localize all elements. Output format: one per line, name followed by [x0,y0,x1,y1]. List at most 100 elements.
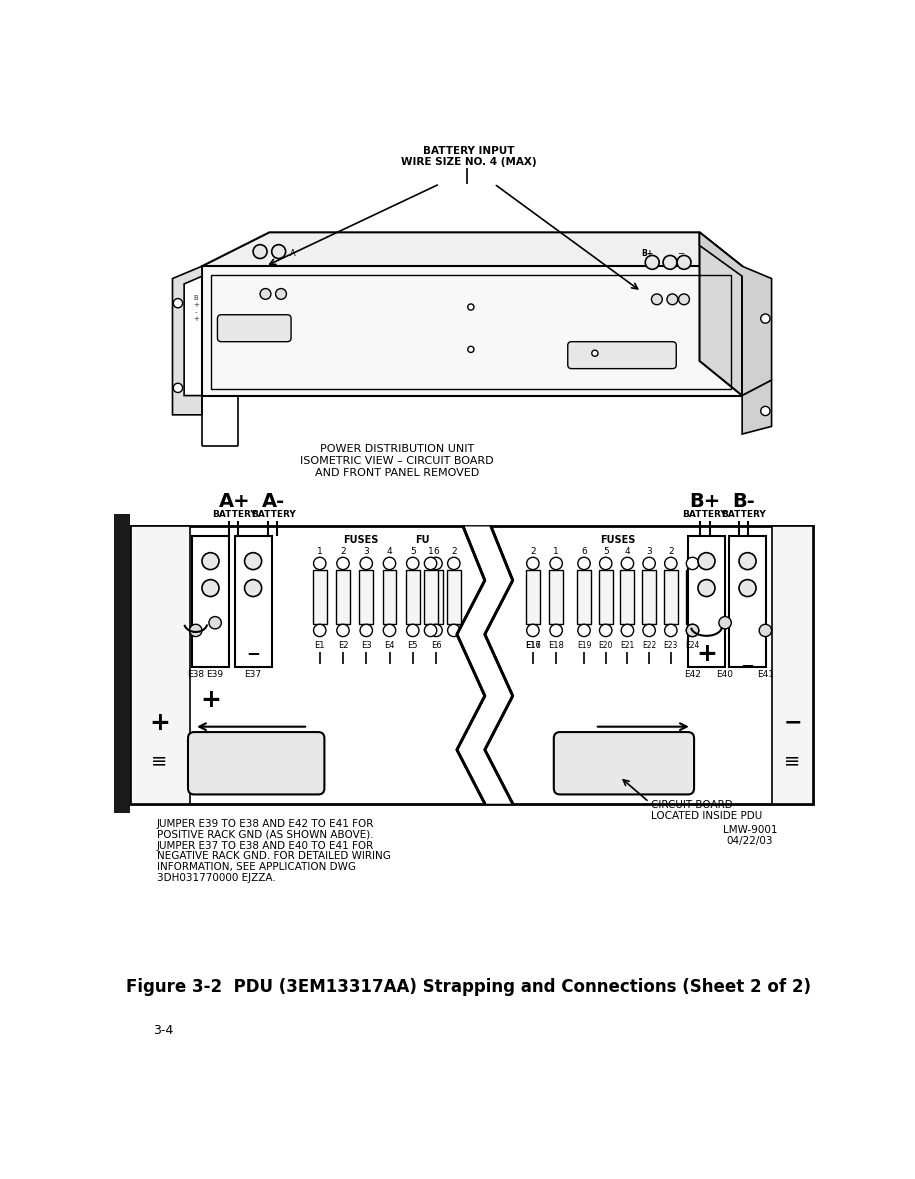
Bar [526,571,540,624]
Circle shape [202,580,219,597]
Circle shape [468,347,474,353]
Text: Figure 3-2  PDU (3EM13317AA) Strapping and Connections (Sheet 2 of 2): Figure 3-2 PDU (3EM13317AA) Strapping an… [126,977,811,996]
Bar [729,536,766,667]
Circle shape [698,580,715,597]
Text: +: + [200,687,221,712]
Circle shape [621,624,633,637]
Text: LOCATED INSIDE PDU: LOCATED INSIDE PDU [651,811,762,821]
Circle shape [244,580,262,597]
Circle shape [686,624,699,637]
Polygon shape [202,232,742,266]
Circle shape [430,558,442,569]
Text: +: + [696,641,717,665]
Text: JUMPER E39 TO E38 AND E42 TO E41 FOR: JUMPER E39 TO E38 AND E42 TO E41 FOR [157,819,374,829]
Text: FUSES: FUSES [343,535,379,546]
Text: 2: 2 [340,547,346,555]
Circle shape [253,245,267,258]
Circle shape [677,256,691,269]
Text: 5: 5 [603,547,608,555]
Text: ≡: ≡ [784,752,801,771]
Text: 1: 1 [427,547,434,555]
Text: +: + [149,711,170,735]
Text: 1: 1 [317,547,323,555]
Circle shape [667,294,678,304]
Text: E18: E18 [548,640,564,650]
FancyBboxPatch shape [554,732,694,795]
Text: BATTERY INPUT: BATTERY INPUT [423,146,514,157]
Text: E3: E3 [361,640,371,650]
Circle shape [739,553,756,569]
Circle shape [739,580,756,597]
Text: 6: 6 [581,547,587,555]
Bar [664,571,678,624]
Text: 3: 3 [363,547,369,555]
Text: 3DH031770000 EJZZA.: 3DH031770000 EJZZA. [157,872,275,883]
Text: NEGATIVE RACK GND. FOR DETAILED WIRING: NEGATIVE RACK GND. FOR DETAILED WIRING [157,851,391,862]
Bar [192,536,229,667]
Circle shape [527,624,539,637]
Text: AND FRONT PANEL REMOVED: AND FRONT PANEL REMOVED [315,468,479,477]
Circle shape [550,624,563,637]
Circle shape [430,624,442,637]
Text: 2: 2 [451,547,457,555]
Text: E24: E24 [685,640,700,650]
Text: A: A [289,249,296,258]
Text: E21: E21 [620,640,634,650]
Text: B-: B- [732,493,755,512]
Text: E16: E16 [525,640,541,650]
Text: E2: E2 [338,640,349,650]
Text: 04/22/03: 04/22/03 [727,836,773,845]
Text: 3-4: 3-4 [153,1025,173,1038]
Text: CIRCUIT BOARD: CIRCUIT BOARD [651,801,732,810]
Bar [688,536,725,667]
Circle shape [406,558,419,569]
Bar [114,514,130,812]
Bar [771,527,813,804]
Bar [577,571,591,624]
Circle shape [425,558,436,569]
Circle shape [244,553,262,569]
Circle shape [645,256,659,269]
Circle shape [337,558,350,569]
Circle shape [651,294,662,304]
Text: E38: E38 [188,670,204,679]
Circle shape [578,624,590,637]
FancyBboxPatch shape [188,732,325,795]
Bar [234,536,272,667]
Bar [336,571,350,624]
Text: ISOMETRIC VIEW – CIRCUIT BOARD: ISOMETRIC VIEW – CIRCUIT BOARD [300,456,494,466]
Text: 1: 1 [690,547,695,555]
Text: E41: E41 [757,670,774,679]
Circle shape [578,558,590,569]
Polygon shape [699,232,771,396]
Circle shape [468,304,474,310]
Text: E17: E17 [525,640,541,650]
Circle shape [686,558,699,569]
Circle shape [686,624,699,637]
Text: −: − [740,656,755,674]
Circle shape [260,289,271,299]
Circle shape [759,624,771,637]
Bar [429,571,443,624]
Bar [447,571,461,624]
Circle shape [679,294,689,304]
Text: 4: 4 [387,547,393,555]
Circle shape [173,298,183,308]
Polygon shape [173,266,202,415]
Text: FUSES: FUSES [600,535,636,546]
Text: 4: 4 [625,547,630,555]
Bar [132,527,189,804]
Circle shape [383,624,395,637]
Text: −: − [246,645,260,663]
Text: E20: E20 [598,640,613,650]
Bar [313,571,327,624]
Text: A-: A- [262,493,285,512]
FancyBboxPatch shape [567,342,676,369]
Text: 2: 2 [668,547,673,555]
Text: 2: 2 [530,547,535,555]
Text: ≡: ≡ [151,752,167,771]
Circle shape [189,624,202,637]
Text: JUMPER E37 TO E38 AND E40 TO E41 FOR: JUMPER E37 TO E38 AND E40 TO E41 FOR [157,841,374,850]
Bar [598,571,613,624]
Bar [642,571,656,624]
